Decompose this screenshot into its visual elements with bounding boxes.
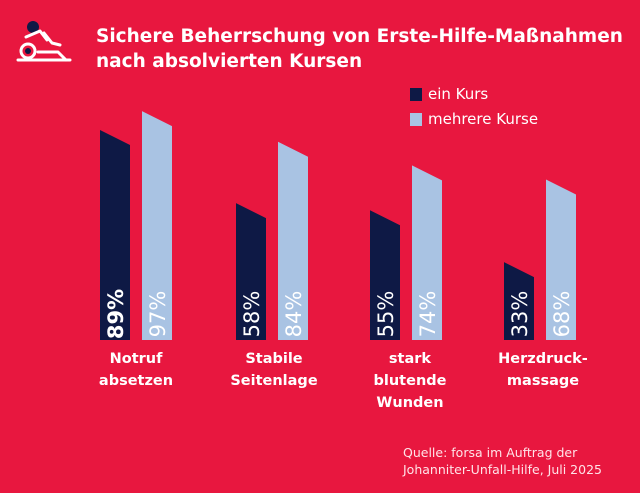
category-label-1-line-1: Notruf xyxy=(109,351,163,367)
title-line-2: nach absolvierten Kursen xyxy=(96,51,363,72)
category-label-2-line-2: Seitenlage xyxy=(230,373,318,389)
bar-ein-kurs-2 xyxy=(236,203,266,340)
category-label-3-line-1: stark xyxy=(388,351,432,367)
category-label-3-line-2: blutende xyxy=(373,373,447,389)
source-note: Quelle: forsa im Auftrag der Johanniter-… xyxy=(403,444,633,478)
value-label-ein-kurs-2: 58% xyxy=(240,291,264,338)
bar-mehrere-kurse-1 xyxy=(142,111,172,340)
bar-ein-kurs-1 xyxy=(100,129,130,340)
value-label-ein-kurs-3: 55% xyxy=(374,291,398,338)
value-label-mehrere-kurse-3: 74% xyxy=(416,291,440,338)
bar-ein-kurs-3 xyxy=(370,210,400,340)
bar-mehrere-kurse-2 xyxy=(278,141,308,340)
title-line-1: Sichere Beherrschung von Erste-Hilfe-Maß… xyxy=(96,26,623,47)
bar-mehrere-kurse-4 xyxy=(546,179,576,340)
category-label-4-line-2: massage xyxy=(506,373,580,389)
legend-label-mehrere-kurse: mehrere Kurse xyxy=(428,110,539,128)
first-aid-cpr-icon xyxy=(16,21,72,62)
source-line-2: Johanniter-Unfall-Hilfe, Juli 2025 xyxy=(403,462,602,477)
value-label-ein-kurs-4: 33% xyxy=(508,291,532,338)
category-label-2: Stabile Seitenlage xyxy=(209,348,339,392)
legend-swatch-ein-kurs xyxy=(410,87,422,101)
category-label-4: Herzdruck-massage xyxy=(478,348,608,392)
category-label-2-line-1: Stabile xyxy=(245,351,303,367)
legend-swatch-mehrere-kurse xyxy=(410,112,422,126)
bar-mehrere-kurse-3 xyxy=(412,165,442,340)
category-label-1-line-2: absetzen xyxy=(98,373,174,389)
chart-title: Sichere Beherrschung von Erste-Hilfe-Maß… xyxy=(96,24,626,74)
value-label-ein-kurs-1: 89% xyxy=(104,289,128,339)
category-label-1: Notruf absetzen xyxy=(71,348,201,392)
value-label-mehrere-kurse-4: 68% xyxy=(550,291,574,338)
value-label-mehrere-kurse-1: 97% xyxy=(146,291,170,338)
source-line-1: Quelle: forsa im Auftrag der xyxy=(403,445,578,460)
category-label-3: stark blutende Wunden xyxy=(345,348,475,414)
legend-item-ein-kurs: ein Kurs xyxy=(410,84,488,104)
bar-ein-kurs-4 xyxy=(504,262,534,340)
category-label-3-line-3: Wunden xyxy=(376,395,444,411)
legend-item-mehrere-kurse: mehrere Kurse xyxy=(410,109,538,129)
legend-label-ein-kurs: ein Kurs xyxy=(428,85,489,103)
value-label-mehrere-kurse-2: 84% xyxy=(282,291,306,338)
category-label-4-line-1: Herzdruck- xyxy=(498,351,588,367)
